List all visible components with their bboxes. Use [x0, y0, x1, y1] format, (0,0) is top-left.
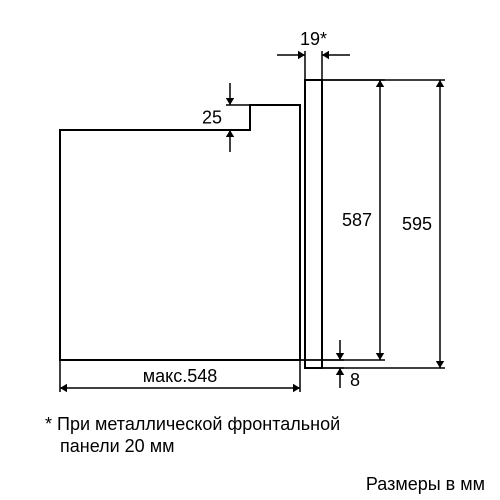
units-label: Размеры в мм	[366, 474, 485, 494]
appliance-body-outline	[60, 105, 300, 360]
front-panel-outline	[305, 80, 322, 368]
footnote-line2: панели 20 мм	[60, 436, 174, 456]
footnote-line1: * При металлической фронтальной	[45, 414, 340, 434]
dim-max548-label: макс.548	[143, 366, 218, 386]
dim-8-label: 8	[350, 370, 360, 390]
dim-595-label: 595	[402, 214, 432, 234]
dim-25-label: 25	[202, 108, 222, 128]
dim-587-label: 587	[342, 210, 372, 230]
dim-19-label: 19*	[300, 29, 327, 49]
